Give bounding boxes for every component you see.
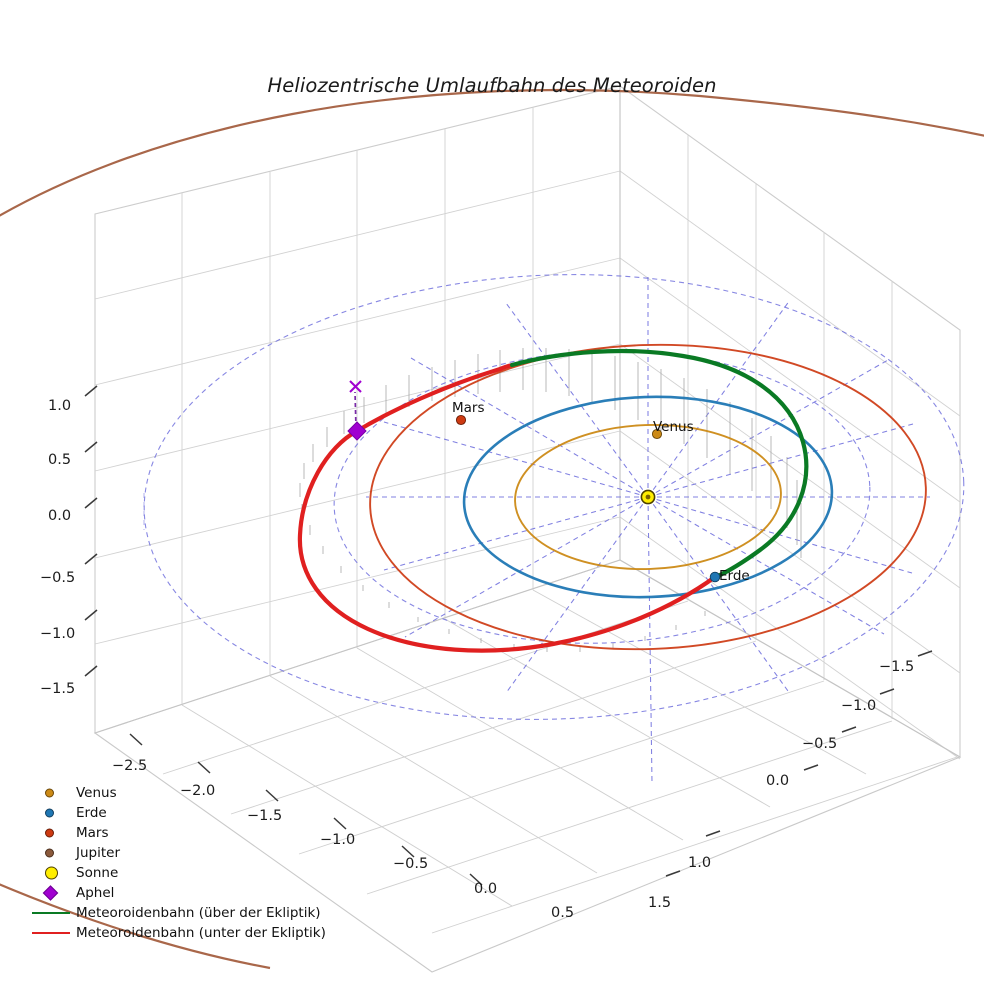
venus-orbit (514, 423, 782, 571)
axis-tick-left-0: 1.0 (48, 398, 72, 414)
erde-orbit (462, 395, 834, 599)
axis-tick-marks (84, 385, 933, 886)
sonne-marker (640, 489, 656, 505)
legend-item-5[interactable]: Aphel (24, 883, 324, 903)
axis-tick-left-2: 0.0 (48, 508, 72, 524)
legend-item-label: Jupiter (76, 845, 121, 861)
axis-tick-bottom-5: 0.0 (474, 881, 498, 897)
axis-tick-right-0: −1.5 (879, 659, 915, 675)
axis-tick-bottom-0: −2.5 (112, 758, 148, 774)
jupiter-orbit (0, 88, 984, 970)
aphel-diamond-icon (347, 421, 367, 441)
axis-tick-bottom-4: −0.5 (393, 856, 429, 872)
mars-label: Mars (452, 400, 485, 416)
pane-back-right (619, 84, 961, 760)
legend-item-label: Erde (76, 805, 107, 821)
axes-panes (93, 84, 962, 973)
planet-markers (455, 414, 721, 583)
axis-tick-bottom-3: −1.0 (320, 832, 356, 848)
legend-item-7[interactable]: Meteoroidenbahn (unter der Ekliptik) (24, 923, 326, 943)
meteoroid-orbit-above-ecliptic (509, 348, 809, 580)
ecliptic-reference-circles (143, 274, 965, 720)
venus-label: Venus (653, 419, 694, 435)
legend-dot-icon (45, 866, 58, 880)
legend-item-label: Venus (76, 785, 117, 801)
page-title: Heliozentrische Umlaufbahn des Meteoroid… (267, 74, 717, 97)
legend-item-label: Meteoroidenbahn (unter der Ekliptik) (76, 925, 326, 941)
axis-tick-left-5: −1.5 (40, 681, 76, 697)
legend-item-1[interactable]: Erde (24, 803, 324, 823)
mars-orbit (369, 343, 927, 651)
axis-tick-left-4: −1.0 (40, 626, 76, 642)
legend-item-3[interactable]: Jupiter (24, 843, 324, 863)
erde-marker (709, 571, 721, 583)
orbit-droplines (299, 348, 802, 652)
legend-dot-icon (45, 808, 54, 818)
erde-label: Erde (719, 568, 750, 584)
legend-item-6[interactable]: Meteoroidenbahn (über der Ekliptik) (24, 903, 324, 923)
axis-tick-bottom-1: −2.0 (180, 783, 216, 799)
axis-tick-bottom-8: 1.5 (648, 895, 672, 911)
legend-item-0[interactable]: Venus (24, 783, 324, 803)
axis-tick-bottom-2: −1.5 (247, 808, 283, 824)
mars-marker (455, 414, 467, 426)
axis-tick-right-2: −0.5 (802, 736, 838, 752)
legend-line-icon (32, 932, 70, 934)
meteoroid-orbit-below-ecliptic (297, 362, 718, 653)
axis-tick-bottom-7: 1.0 (688, 855, 712, 871)
legend-item-label: Aphel (76, 885, 115, 901)
legend-dot-icon (45, 828, 54, 838)
venus-marker (651, 428, 663, 440)
legend-item-label: Sonne (76, 865, 119, 881)
axis-tick-bottom-6: 0.5 (551, 905, 575, 921)
aphel-marker-group (347, 380, 367, 441)
axis-tick-left-3: −0.5 (40, 570, 76, 586)
legend-item-2[interactable]: Mars (24, 823, 324, 843)
legend-item-label: Meteoroidenbahn (über der Ekliptik) (76, 905, 321, 921)
legend-diamond-icon (42, 885, 59, 901)
legend-dot-icon (45, 848, 54, 858)
pane-floor (93, 559, 962, 973)
ecliptic-guide-lines (366, 277, 930, 784)
axis-tick-right-3: 0.0 (766, 773, 790, 789)
pane-back-left (94, 85, 621, 734)
legend-dot-icon (45, 788, 54, 798)
legend: Venus Erde Mars Jupiter Sonne Aphel Meteoroide… (24, 783, 326, 943)
legend-item-4[interactable]: Sonne (24, 863, 324, 883)
legend-item-label: Mars (76, 825, 109, 841)
axis-tick-right-1: −1.0 (841, 698, 877, 714)
axis-tick-left-1: 0.5 (48, 452, 72, 468)
legend-line-icon (32, 912, 70, 914)
